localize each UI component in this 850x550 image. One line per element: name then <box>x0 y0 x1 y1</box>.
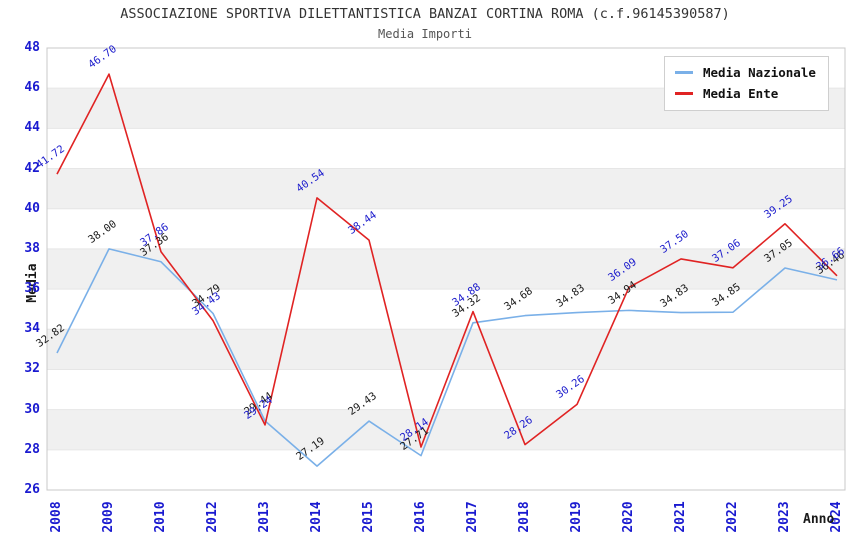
plot-band <box>47 289 845 330</box>
data-label-media-nazionale: 34.94 <box>606 279 639 308</box>
x-tick-label: 2009 <box>101 501 116 533</box>
legend-item-media-nazionale: Media Nazionale <box>675 62 816 83</box>
legend-item-media-ente: Media Ente <box>675 83 816 104</box>
x-tick-label: 2023 <box>777 501 792 533</box>
plot-band <box>47 168 845 209</box>
y-tick-label: 48 <box>24 40 40 55</box>
data-label-media-nazionale: 27.19 <box>294 435 327 464</box>
x-tick-label: 2010 <box>153 501 168 533</box>
legend-label-media-ente: Media Ente <box>703 86 779 101</box>
plot-band <box>47 128 845 169</box>
plot-band <box>47 329 845 370</box>
data-label-media-ente: 28.26 <box>502 413 535 442</box>
plot-band <box>47 248 845 290</box>
y-tick-label: 32 <box>24 361 40 377</box>
x-tick-label: 2016 <box>413 501 428 533</box>
data-label-media-nazionale: 34.83 <box>658 281 691 310</box>
legend-label-media-nazionale: Media Nazionale <box>703 65 816 80</box>
plot-band <box>47 369 845 410</box>
data-label-media-nazionale: 34.68 <box>502 284 535 313</box>
chart-subtitle: Media Importi <box>378 27 472 41</box>
x-axis-title: Anno <box>803 512 835 527</box>
data-label-media-ente: 37.06 <box>710 236 743 265</box>
data-label-media-nazionale: 29.43 <box>346 390 379 419</box>
x-tick-label: 2018 <box>517 501 532 533</box>
x-tick-label: 2022 <box>725 501 740 533</box>
data-label-media-nazionale: 37.05 <box>762 237 795 265</box>
chart-legend: Media Nazionale Media Ente <box>664 56 829 111</box>
data-label-media-ente: 36.09 <box>606 256 639 285</box>
plot-band <box>47 449 845 490</box>
y-tick-label: 42 <box>24 160 40 176</box>
y-tick-label: 38 <box>24 240 40 256</box>
data-label-media-ente: 46.70 <box>86 43 119 72</box>
x-tick-label: 2020 <box>621 501 636 533</box>
x-tick-label: 2014 <box>309 501 324 533</box>
plot-band <box>47 409 845 450</box>
data-label-media-ente: 30.26 <box>554 373 587 402</box>
media-ente-line-swatch-icon <box>675 92 693 95</box>
plot-band <box>47 208 845 249</box>
media-nazionale-line <box>56 248 838 467</box>
media-ente-line <box>56 73 838 448</box>
data-label-media-nazionale: 38.00 <box>86 217 119 246</box>
x-tick-label: 2012 <box>205 501 220 533</box>
data-label-media-ente: 40.54 <box>294 166 327 195</box>
y-tick-label: 34 <box>24 321 40 337</box>
plot-border <box>46 47 846 491</box>
data-label-media-ente: 38.44 <box>346 209 379 238</box>
data-label-media-ente: 39.25 <box>762 192 795 221</box>
data-label-media-nazionale: 34.85 <box>710 281 743 310</box>
x-tick-label: 2008 <box>49 501 64 533</box>
x-tick-label: 2013 <box>257 501 272 533</box>
data-label-media-ente: 41.72 <box>34 143 67 172</box>
data-label-media-nazionale: 34.83 <box>554 281 587 310</box>
chart-title: ASSOCIAZIONE SPORTIVA DILETTANTISTICA BA… <box>120 6 730 22</box>
x-tick-label: 2015 <box>361 501 376 533</box>
y-tick-label: 30 <box>24 401 40 417</box>
y-tick-label: 36 <box>24 281 40 297</box>
y-tick-label: 44 <box>24 120 40 136</box>
media-nazionale-line-swatch-icon <box>675 71 693 74</box>
data-label-media-ente: 37.50 <box>658 227 691 256</box>
y-tick-label: 46 <box>24 80 40 96</box>
y-tick-label: 26 <box>24 482 40 497</box>
x-tick-label: 2019 <box>569 501 584 533</box>
y-tick-label: 40 <box>24 200 40 216</box>
x-tick-label: 2017 <box>465 501 480 533</box>
y-tick-label: 28 <box>24 441 40 457</box>
x-tick-label: 2021 <box>673 501 688 533</box>
